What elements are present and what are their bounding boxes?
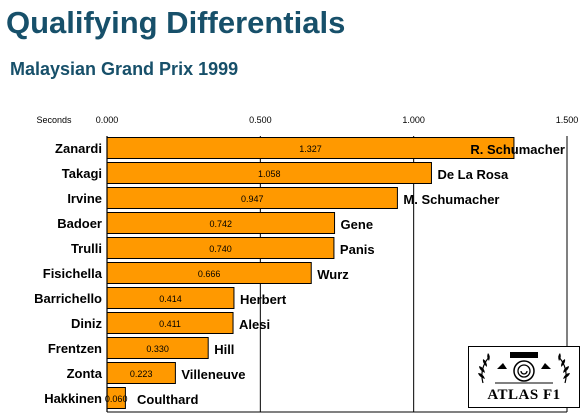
- right-driver-label: Hill: [214, 342, 234, 357]
- right-driver-label: M. Schumacher: [403, 192, 499, 207]
- atlas-f1-logo: ATLAS F1: [468, 346, 580, 408]
- left-driver-label: Takagi: [62, 166, 102, 181]
- x-tick-label: 0.500: [249, 115, 272, 125]
- x-tick-label: 1.500: [556, 115, 579, 125]
- left-driver-label: Barrichello: [34, 291, 102, 306]
- left-driver-label: Trulli: [71, 241, 102, 256]
- right-driver-label: Wurz: [317, 267, 349, 282]
- laurel-crest-icon: [478, 352, 570, 384]
- left-driver-label: Hakkinen: [44, 391, 102, 406]
- bar-value-label: 0.742: [210, 219, 233, 229]
- x-axis-title: Seconds: [36, 115, 72, 125]
- right-driver-label: Panis: [340, 242, 375, 257]
- bar-value-label: 1.327: [299, 144, 322, 154]
- right-driver-label: Herbert: [240, 292, 287, 307]
- bar-value-label: 0.223: [130, 369, 153, 379]
- left-driver-label: Irvine: [67, 191, 102, 206]
- bar-value-label: 0.411: [159, 319, 181, 329]
- left-driver-label: Zanardi: [55, 141, 102, 156]
- bar-value-label: 1.058: [258, 169, 281, 179]
- page-title: Qualifying Differentials: [6, 5, 346, 40]
- x-axis: Seconds 0.000 0.500 1.000 1.500: [36, 115, 579, 413]
- left-driver-label: Badoer: [57, 216, 102, 231]
- labels: Zanardi 1.327 R. Schumacher Takagi 1.058 De L…: [34, 141, 565, 407]
- right-driver-label: Gene: [341, 217, 374, 232]
- right-driver-label: Villeneuve: [181, 367, 245, 382]
- left-driver-label: Diniz: [71, 316, 103, 331]
- left-driver-label: Zonta: [67, 366, 103, 381]
- right-driver-label: R. Schumacher: [470, 142, 565, 157]
- page-subtitle: Malaysian Grand Prix 1999: [10, 59, 239, 79]
- bar-value-label: 0.740: [209, 244, 232, 254]
- bar-value-label: 0.947: [241, 194, 264, 204]
- right-driver-label: Alesi: [239, 317, 270, 332]
- x-tick-label: 1.000: [402, 115, 425, 125]
- bar-value-label: 0.060: [105, 394, 128, 404]
- bar-value-label: 0.330: [146, 344, 169, 354]
- bar-value-label: 0.666: [198, 269, 221, 279]
- logo-text: ATLAS F1: [487, 387, 561, 403]
- right-driver-label: Coulthard: [137, 392, 198, 407]
- left-driver-label: Frentzen: [48, 341, 102, 356]
- bar-value-label: 0.414: [159, 294, 182, 304]
- left-driver-label: Fisichella: [43, 266, 103, 281]
- right-driver-label: De La Rosa: [437, 167, 509, 182]
- x-tick-label: 0.000: [96, 115, 119, 125]
